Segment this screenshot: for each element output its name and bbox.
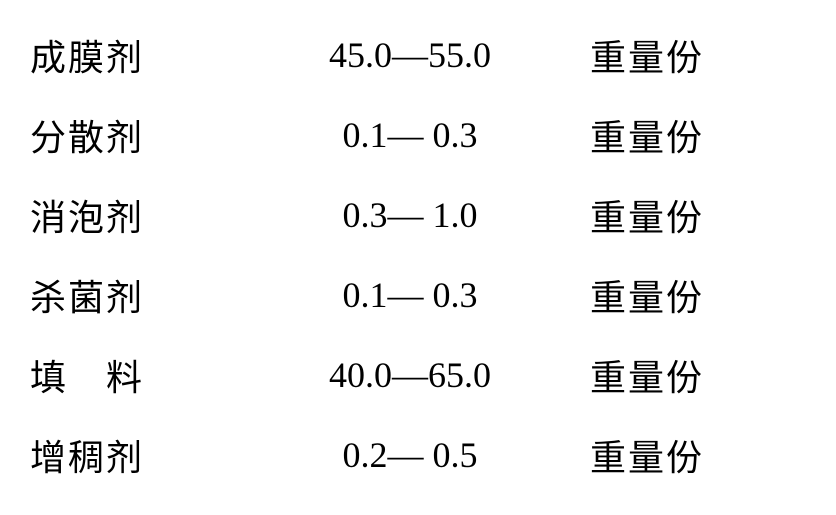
table-row: 消泡剂 0.3— 1.0 重量份 (30, 175, 806, 255)
table-row: 填 料 40.0—65.0 重量份 (30, 335, 806, 415)
range-value: 0.2— 0.5 (230, 434, 590, 476)
ingredient-name: 分散剂 (30, 109, 230, 161)
unit-label: 重量份 (590, 29, 790, 81)
unit-label: 重量份 (590, 189, 790, 241)
table-row: 杀菌剂 0.1— 0.3 重量份 (30, 255, 806, 335)
range-value: 45.0—55.0 (230, 34, 590, 76)
table-row: 分散剂 0.1— 0.3 重量份 (30, 95, 806, 175)
unit-label: 重量份 (590, 349, 790, 401)
range-value: 0.1— 0.3 (230, 274, 590, 316)
ingredients-table: 成膜剂 45.0—55.0 重量份 分散剂 0.1— 0.3 重量份 消泡剂 0… (0, 0, 836, 515)
ingredient-name: 成膜剂 (30, 29, 230, 81)
unit-label: 重量份 (590, 109, 790, 161)
table-row: 成膜剂 45.0—55.0 重量份 (30, 15, 806, 95)
ingredient-name: 填 料 (30, 349, 230, 401)
ingredient-name: 增稠剂 (30, 429, 230, 481)
unit-label: 重量份 (590, 269, 790, 321)
table-row: 增稠剂 0.2— 0.5 重量份 (30, 415, 806, 495)
range-value: 40.0—65.0 (230, 354, 590, 396)
range-value: 0.1— 0.3 (230, 114, 590, 156)
range-value: 0.3— 1.0 (230, 194, 590, 236)
ingredient-name: 杀菌剂 (30, 269, 230, 321)
unit-label: 重量份 (590, 429, 790, 481)
ingredient-name: 消泡剂 (30, 189, 230, 241)
